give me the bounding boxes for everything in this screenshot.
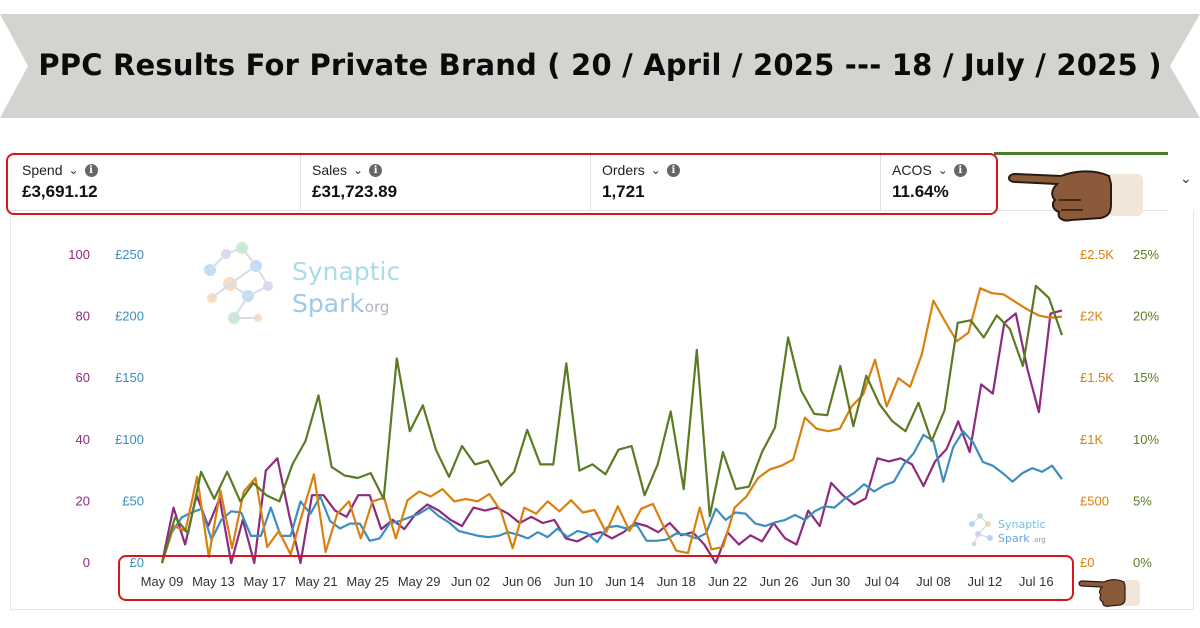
metric-tile-spend[interactable]: Spend ⌄ i £3,691.12 [10,152,301,210]
selected-tab-indicator [994,152,1168,155]
metric-value: £31,723.89 [312,182,398,201]
metric-value: 1,721 [602,182,645,201]
watermark-small-suffix: .org [1032,536,1046,544]
page-title: PPC Results For Private Brand ( 20 / Apr… [38,48,1162,82]
chart-frame [10,211,1194,610]
watermark-small-line2: Spark [998,532,1030,545]
metric-tile-orders[interactable]: Orders ⌄ i 1,721 [590,152,881,210]
metric-tiles: Spend ⌄ i £3,691.12 Sales ⌄ i £31,723.89… [10,152,1168,211]
info-icon[interactable]: i [666,163,680,177]
expand-chevron-icon[interactable]: ⌄ [1180,170,1192,186]
chevron-down-icon[interactable]: ⌄ [650,163,661,177]
metric-label: Orders [602,162,645,178]
info-icon[interactable]: i [84,163,98,177]
date-axis-highlight-box [118,555,1074,601]
metric-tile-sales[interactable]: Sales ⌄ i £31,723.89 [300,152,591,210]
watermark-small-line1: Synaptic [998,518,1046,531]
watermark-line2: Spark [292,289,364,318]
banner-shape [0,14,1200,118]
metrics-highlight-box [6,153,998,215]
metric-tile-acos[interactable]: ACOS ⌄ i 11.64% [880,152,1168,210]
chevron-down-icon[interactable]: ⌄ [68,163,79,177]
metric-label: Sales [312,162,348,178]
title-banner [0,14,1200,118]
synaptic-spark-logo: Synaptic Spark .org [204,242,400,324]
info-icon[interactable]: i [369,163,383,177]
metric-label: Spend [22,162,63,178]
pointing-hand-small-icon [1078,579,1140,607]
chevron-down-icon[interactable]: ⌄ [353,163,364,177]
metric-value: 11.64% [892,182,949,201]
chevron-down-icon[interactable]: ⌄ [937,163,948,177]
info-icon[interactable]: i [953,163,967,177]
pointing-hand-icon [1008,170,1143,222]
watermark-suffix: .org [360,298,389,316]
synaptic-spark-logo-small: Synaptic Spark .org [969,513,1046,547]
watermark-line1: Synaptic [292,257,400,286]
metric-label: ACOS [892,162,932,178]
metric-value: £3,691.12 [22,182,98,201]
